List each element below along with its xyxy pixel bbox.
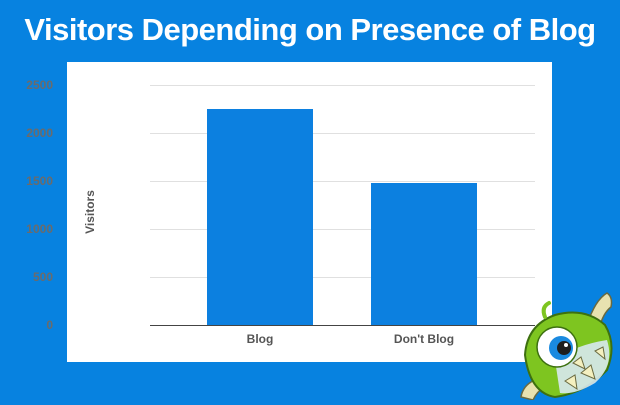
y-tick-label: 1000 — [26, 222, 53, 236]
x-tick-label-blog: Blog — [246, 332, 274, 346]
gridline-2000 — [150, 133, 535, 134]
y-tick-label: 500 — [32, 270, 53, 284]
x-axis-line — [150, 325, 535, 326]
bar-blog — [207, 109, 313, 325]
gridline-1000 — [150, 229, 535, 230]
x-tick-label-dont-blog: Don't Blog — [393, 332, 455, 346]
chart-title: Visitors Depending on Presence of Blog — [24, 12, 596, 47]
gridline-2500 — [150, 85, 535, 86]
monster-mascot-icon — [515, 285, 620, 401]
y-axis-label: Visitors — [83, 190, 97, 234]
y-tick-label: 0 — [46, 318, 53, 332]
y-tick-label: 1500 — [26, 174, 53, 188]
bar-dont-blog — [371, 183, 477, 325]
y-tick-label: 2000 — [26, 126, 53, 140]
gridline-500 — [150, 277, 535, 278]
plot-area: 2500 2000 1500 1000 500 0 Blog Don't Blo… — [26, 78, 535, 346]
y-tick-label: 2500 — [26, 78, 53, 92]
gridline-1500 — [150, 181, 535, 182]
